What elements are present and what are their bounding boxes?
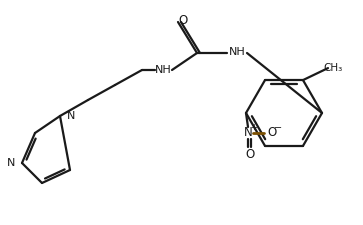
Text: NH: NH: [229, 47, 245, 57]
Text: +: +: [250, 124, 257, 133]
Text: −: −: [274, 123, 282, 133]
Text: O: O: [245, 148, 254, 162]
Text: O: O: [268, 126, 277, 140]
Text: N: N: [7, 158, 15, 168]
Text: O: O: [178, 14, 188, 27]
Text: N: N: [67, 111, 76, 121]
Text: NH: NH: [155, 65, 171, 75]
Text: CH₃: CH₃: [323, 63, 343, 73]
Text: N: N: [244, 126, 252, 140]
